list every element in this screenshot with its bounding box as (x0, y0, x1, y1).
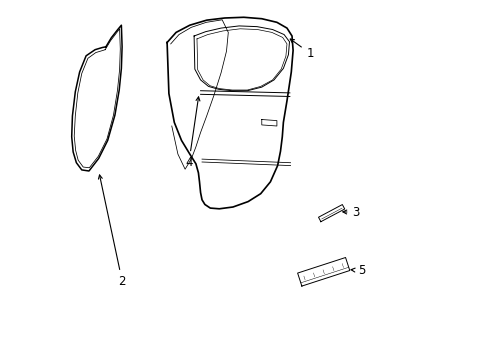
Text: 5: 5 (350, 264, 365, 277)
Text: 1: 1 (290, 39, 313, 60)
Text: 2: 2 (98, 175, 126, 288)
Text: 4: 4 (185, 97, 200, 169)
Text: 3: 3 (342, 206, 359, 219)
